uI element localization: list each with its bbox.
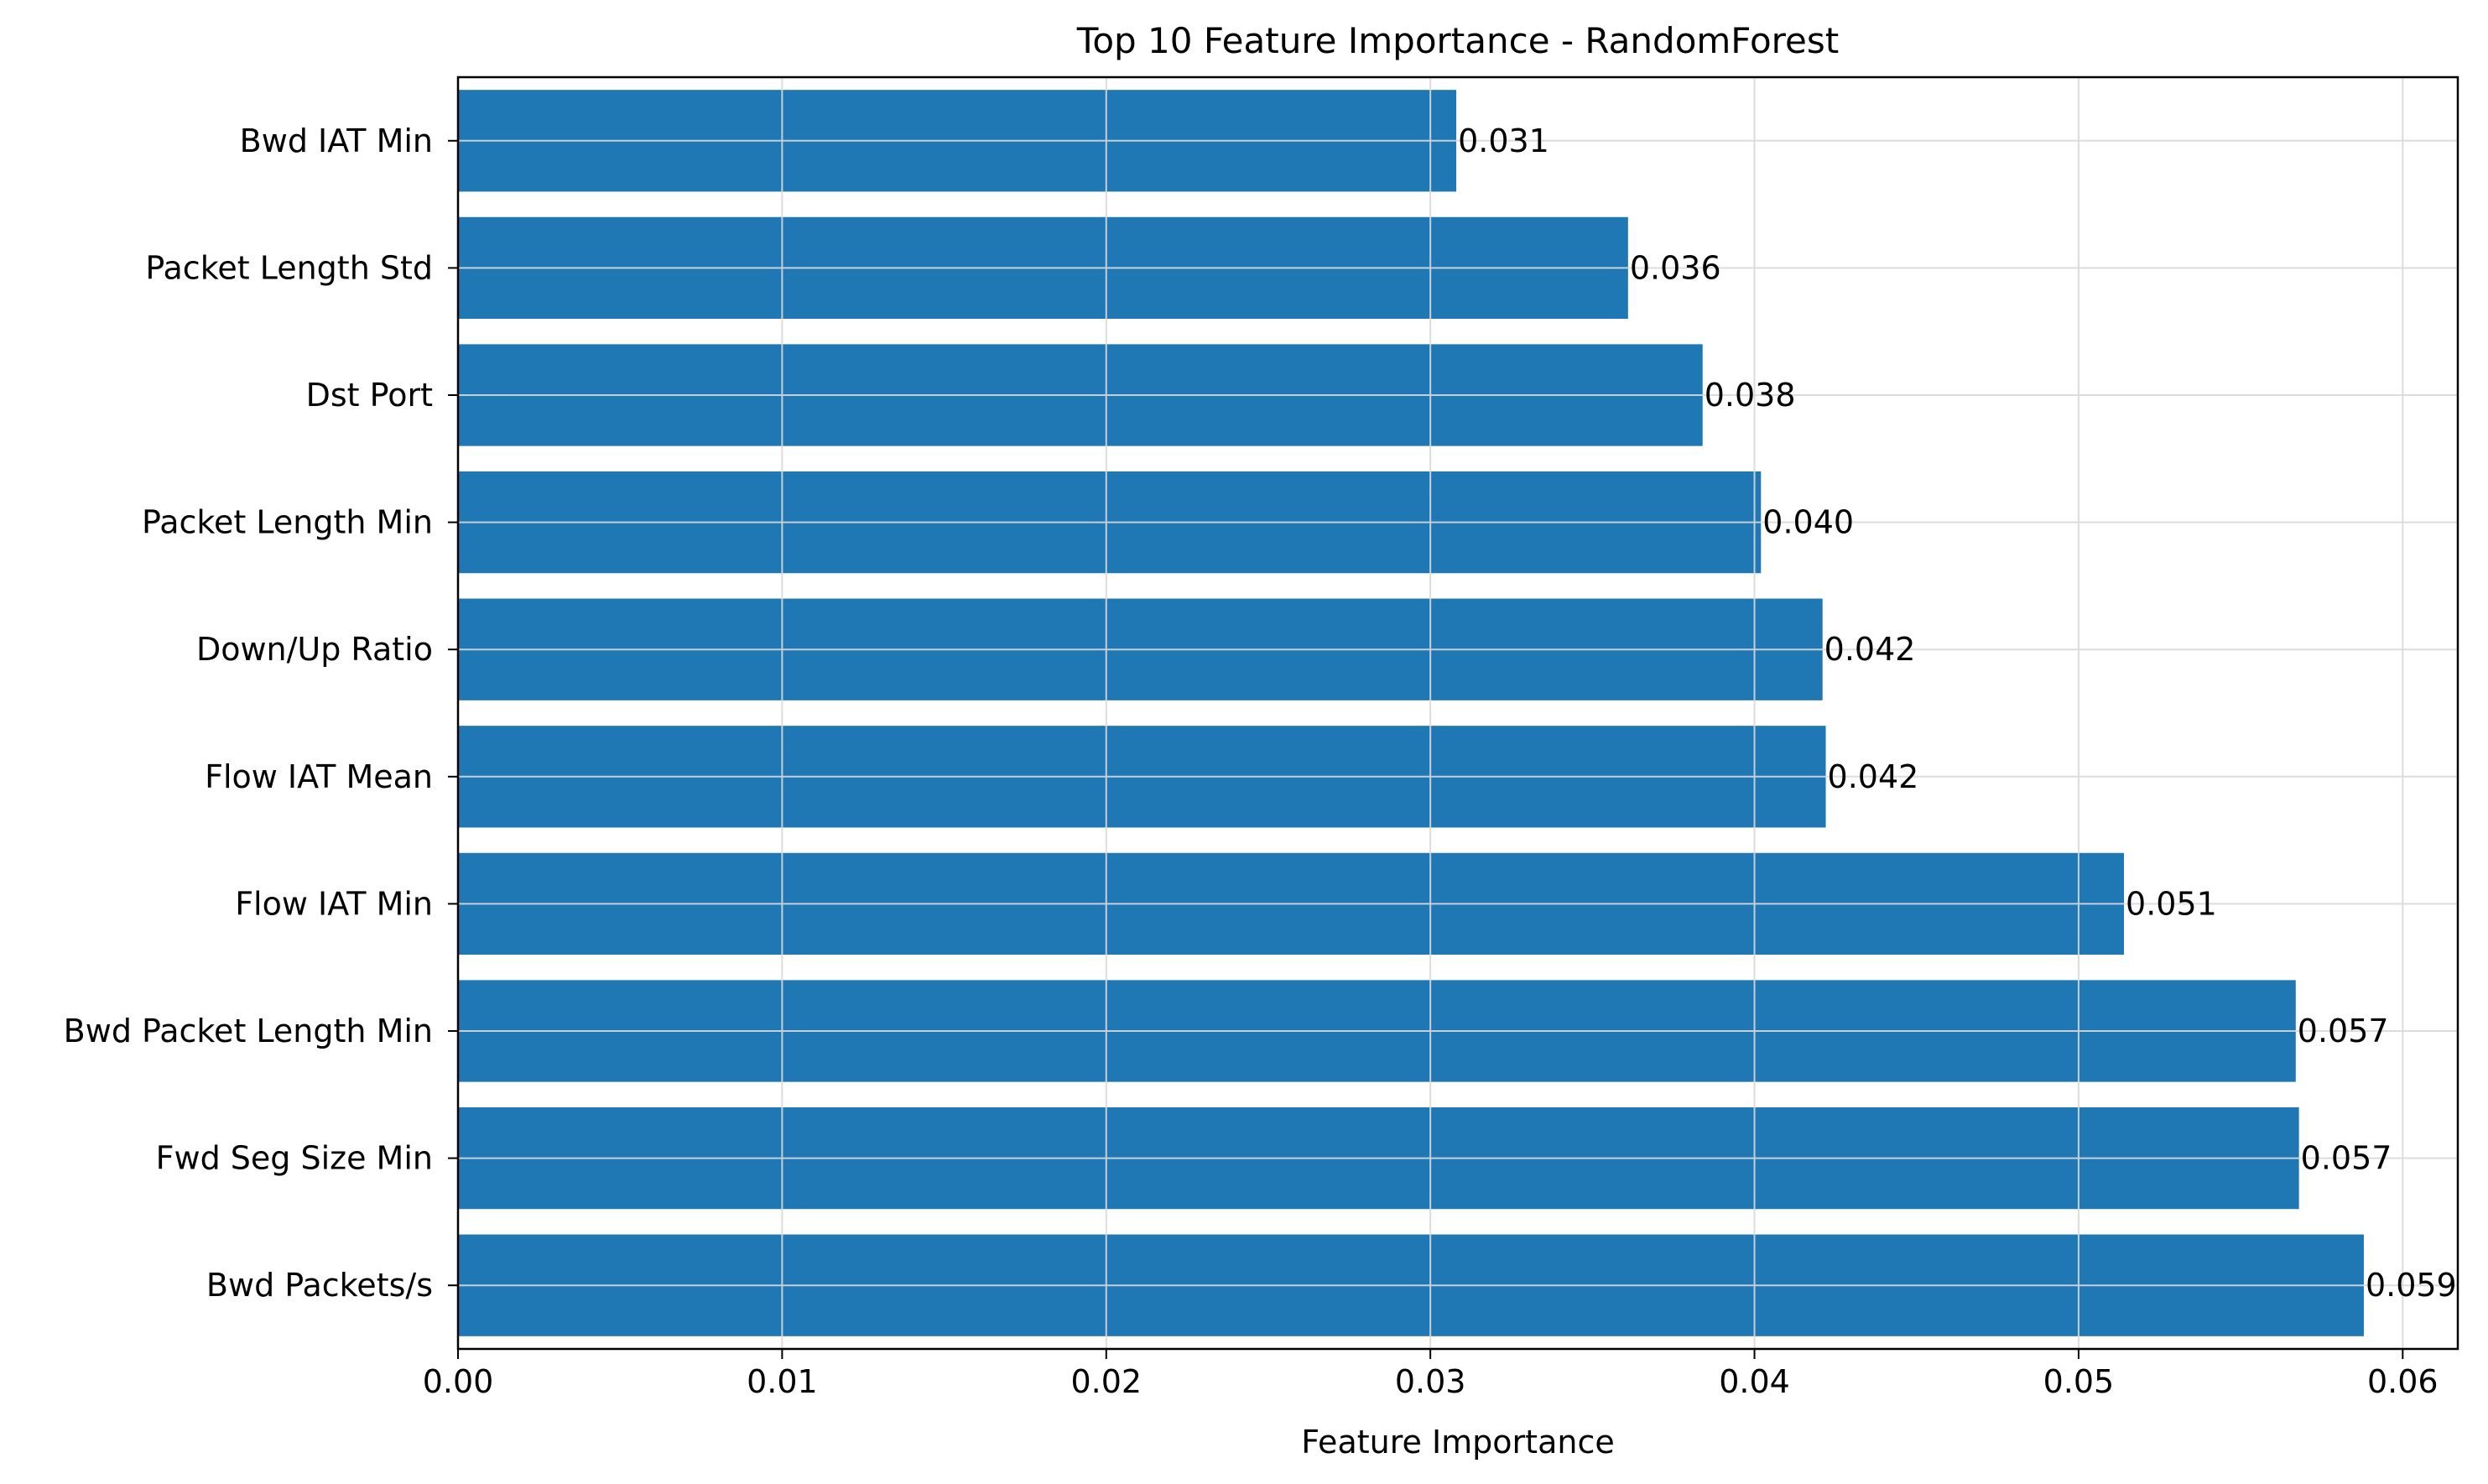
- bar-value-label: 0.057: [2298, 1013, 2389, 1049]
- chart-title: Top 10 Feature Importance - RandomForest: [1076, 20, 1839, 61]
- y-tick-label: Flow IAT Mean: [205, 758, 433, 795]
- bar-value-label: 0.042: [1828, 758, 1919, 795]
- bar-value-label: 0.036: [1630, 249, 1721, 286]
- x-tick-label: 0.05: [2043, 1363, 2115, 1400]
- x-axis-label: Feature Importance: [1301, 1424, 1614, 1461]
- x-tick-label: 0.04: [1719, 1363, 1790, 1400]
- y-tick-label: Bwd Packets/s: [206, 1267, 433, 1304]
- y-tick-label: Fwd Seg Size Min: [156, 1140, 433, 1177]
- plot-frame: [456, 76, 2459, 1351]
- bar-value-label: 0.031: [1458, 122, 1549, 159]
- y-tick-label: Bwd IAT Min: [240, 122, 433, 159]
- x-tick-label: 0.06: [2367, 1363, 2439, 1400]
- bar-value-label: 0.038: [1705, 377, 1796, 414]
- y-tick-label: Flow IAT Min: [235, 885, 433, 922]
- grid-layer: [457, 77, 2458, 1349]
- x-tick-label: 0.03: [1395, 1363, 1466, 1400]
- x-tick-label: 0.01: [747, 1363, 818, 1400]
- x-tick-label: 0.00: [423, 1363, 494, 1400]
- y-tick-label: Down/Up Ratio: [196, 631, 433, 668]
- label-layer: 0.00 0.01 0.02 0.03 0.04 0.05 0.06 Bwd IAT Min 0…: [64, 122, 2457, 1400]
- bar-value-label: 0.042: [1824, 631, 1916, 668]
- y-tick-label: Packet Length Std: [145, 249, 433, 286]
- y-tick-label: Bwd Packet Length Min: [64, 1013, 433, 1049]
- y-tick-label: Packet Length Min: [142, 504, 433, 541]
- axes-layer: [448, 76, 2459, 1359]
- x-tick-label: 0.02: [1070, 1363, 1142, 1400]
- bar-value-label: 0.057: [2301, 1140, 2392, 1177]
- bar-value-label: 0.040: [1762, 504, 1854, 541]
- bar-value-label: 0.051: [2126, 885, 2217, 922]
- y-tick-label: Dst Port: [306, 377, 433, 414]
- bar-value-label: 0.059: [2366, 1267, 2457, 1304]
